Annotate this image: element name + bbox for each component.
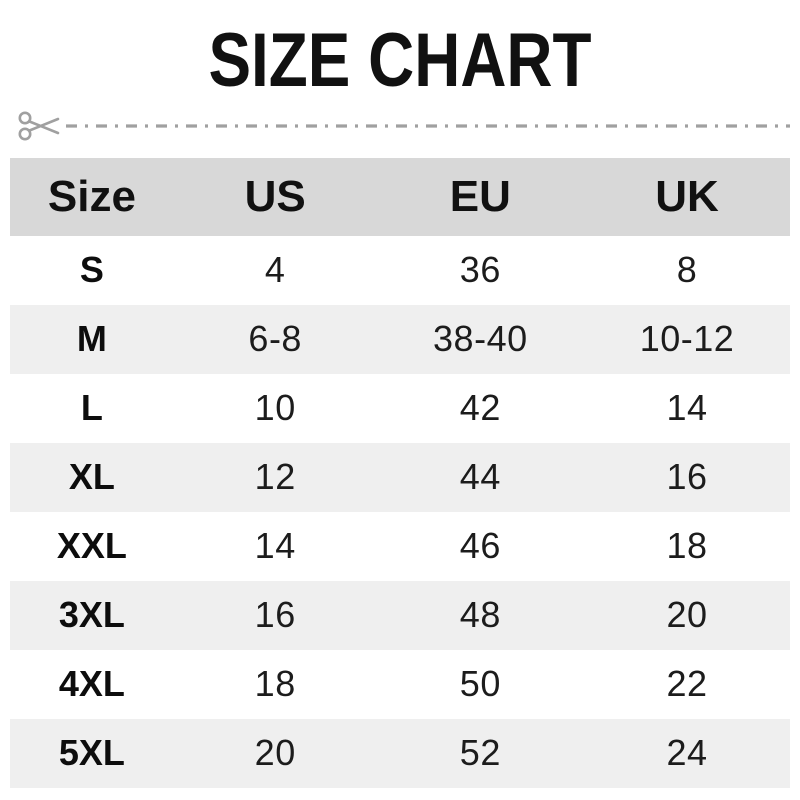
us-value: 10: [254, 387, 296, 429]
size-table: Size US EU UK S 4 36 8 M 6-8 38-40 10-12…: [10, 157, 790, 788]
eu-value: 36: [459, 249, 501, 291]
table-row-xxl: XXL 14 46 18: [10, 511, 790, 581]
cut-line: [16, 106, 790, 146]
us-value: 20: [254, 732, 296, 774]
uk-value: 18: [666, 525, 708, 567]
scissors-icon: [18, 111, 60, 141]
eu-value: 48: [459, 594, 501, 636]
table-row-s: S 4 36 8: [10, 235, 790, 305]
table-row-3xl: 3XL 16 48 20: [10, 580, 790, 650]
eu-value: 44: [459, 456, 501, 498]
size-label: 3XL: [58, 594, 125, 636]
uk-value: 10-12: [639, 318, 735, 360]
eu-value: 50: [459, 663, 501, 705]
header-cell-eu: EU: [449, 171, 511, 221]
us-value: 14: [254, 525, 296, 567]
header-cell-us: US: [244, 171, 306, 221]
header-cell-uk: UK: [655, 171, 719, 221]
page-title-text: SIZE CHART: [208, 18, 592, 103]
table-row-xl: XL 12 44 16: [10, 442, 790, 512]
eu-value: 42: [459, 387, 501, 429]
us-value: 6-8: [248, 318, 302, 360]
uk-value: 20: [666, 594, 708, 636]
us-value: 12: [254, 456, 296, 498]
eu-value: 38-40: [433, 318, 528, 360]
table-row-4xl: 4XL 18 50 22: [10, 649, 790, 719]
us-value: 16: [254, 594, 296, 636]
size-label: 5XL: [58, 732, 125, 774]
table-row-m: M 6-8 38-40 10-12: [10, 304, 790, 374]
us-value: 4: [264, 249, 286, 291]
size-label: L: [80, 387, 103, 429]
size-label: XL: [68, 456, 115, 498]
size-label: XXL: [56, 525, 127, 567]
uk-value: 22: [666, 663, 708, 705]
size-chart-page: SIZE CHART Size US EU UK S 4 36 8 M 6-8: [0, 22, 800, 800]
table-row-5xl: 5XL 20 52 24: [10, 718, 790, 788]
eu-value: 46: [459, 525, 501, 567]
page-title: SIZE CHART: [0, 22, 800, 100]
uk-value: 24: [666, 732, 708, 774]
size-label: S: [79, 249, 104, 291]
uk-value: 8: [676, 249, 698, 291]
uk-value: 14: [666, 387, 708, 429]
dashed-cut-line: [66, 123, 790, 128]
table-row-l: L 10 42 14: [10, 373, 790, 443]
us-value: 18: [254, 663, 296, 705]
uk-value: 16: [666, 456, 708, 498]
header-cell-size: Size: [47, 171, 136, 221]
size-label: M: [76, 318, 107, 360]
size-label: 4XL: [58, 663, 125, 705]
table-header-row: Size US EU UK: [10, 157, 790, 236]
eu-value: 52: [459, 732, 501, 774]
